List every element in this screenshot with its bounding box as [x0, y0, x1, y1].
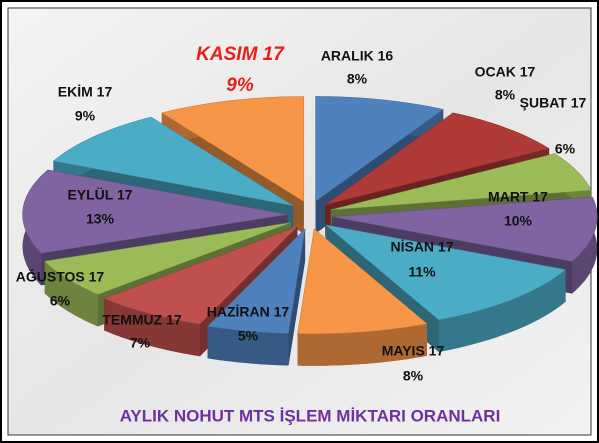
slice-label: MART 17	[488, 189, 548, 205]
slice-label: AĞUSTOS 17	[16, 268, 105, 285]
value-label: 8%	[403, 368, 424, 384]
slice-label: EYLÜL 17	[67, 187, 132, 203]
value-label: 13%	[86, 211, 115, 227]
slice	[44, 222, 292, 295]
slice-side	[207, 326, 289, 366]
slice-label: HAZİRAN 17	[207, 304, 290, 320]
value-label: 6%	[555, 141, 576, 157]
slice	[324, 224, 567, 321]
slice	[22, 169, 288, 254]
value-label: 7%	[130, 335, 151, 351]
slice	[103, 226, 298, 325]
slice	[52, 116, 294, 206]
slice-label: MAYIS 17	[382, 343, 445, 359]
chart-title: AYLIK NOHUT MTS İŞLEM MİKTARI ORANLARI	[120, 406, 501, 425]
slice-label: TEMMUZ 17	[102, 312, 182, 328]
slice	[161, 96, 305, 203]
value-label: 5%	[238, 328, 259, 344]
slice-label: EKİM 17	[58, 84, 113, 100]
value-label: 8%	[495, 87, 516, 103]
value-label: 9%	[75, 108, 96, 124]
value-label: 8%	[347, 71, 368, 87]
slices	[22, 96, 598, 366]
slice-side	[572, 197, 598, 294]
slice	[325, 112, 550, 206]
slice	[297, 228, 428, 335]
slice-label: KASIM 17	[196, 44, 285, 65]
slice-label: ŞUBAT 17	[520, 95, 587, 111]
slice-label: OCAK 17	[475, 64, 536, 80]
slice-side	[297, 323, 427, 366]
value-label: 11%	[408, 264, 436, 280]
slice-side	[104, 298, 200, 357]
value-label: 10%	[504, 213, 533, 229]
slice-side	[44, 261, 98, 327]
slice	[207, 227, 306, 334]
slice-label: NİSAN 17	[390, 239, 453, 255]
value-label: 6%	[50, 293, 71, 309]
value-label: 9%	[226, 75, 254, 96]
slice	[315, 96, 444, 202]
slice	[330, 153, 592, 211]
slice	[332, 196, 598, 262]
slice-label: ARALIK 16	[321, 48, 394, 64]
labels: ARALIK 168% OCAK 178% ŞUBAT 176%MART 1710%…	[16, 44, 587, 384]
